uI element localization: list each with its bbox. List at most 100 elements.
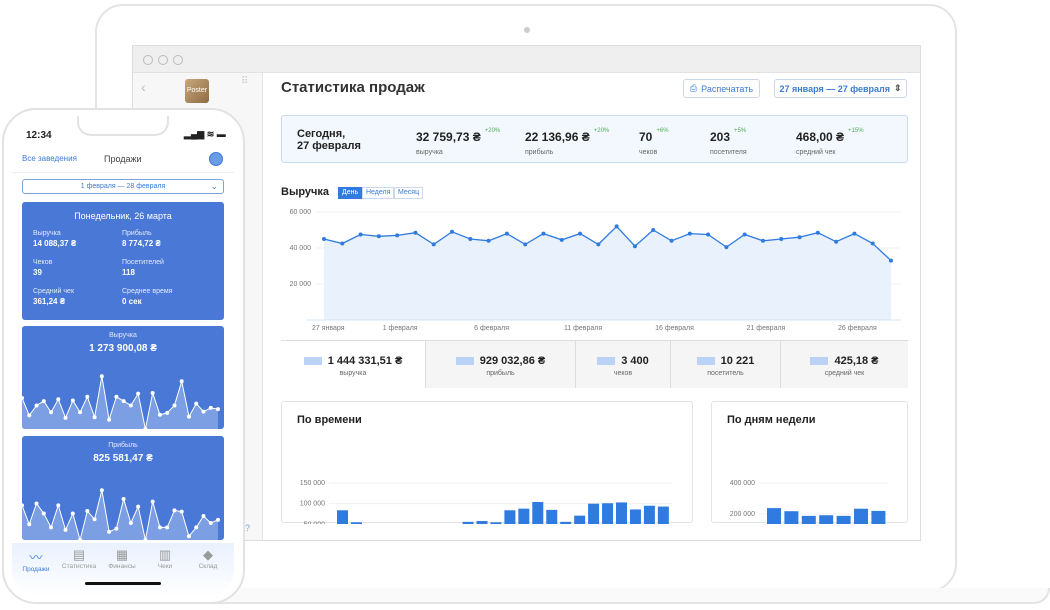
back-icon[interactable]: ‹	[141, 79, 146, 95]
period-day-tab[interactable]: День	[338, 187, 363, 199]
sparkline-point	[172, 403, 177, 408]
total-label: чеков	[613, 370, 633, 377]
total-value: 929 032,86 ₴	[479, 355, 546, 367]
period-week-tab[interactable]: Неделя	[362, 187, 395, 199]
day-field: Чеков 39	[33, 259, 52, 277]
stat-change: +6%	[656, 128, 669, 134]
data-point	[395, 233, 400, 238]
tab-2[interactable]: ▦ Финансы	[102, 547, 142, 570]
sparkline-point	[70, 398, 75, 403]
total-label: средний чек	[824, 370, 865, 377]
sparkline-point	[70, 511, 75, 516]
sparkline-point	[56, 503, 61, 508]
data-point	[632, 244, 637, 249]
sparkline-point	[179, 379, 184, 384]
document-icon: ▤	[72, 547, 86, 562]
bar	[629, 509, 641, 524]
day-field: Средний чек 361,24 ₴	[33, 288, 74, 306]
sparkline-point	[27, 413, 32, 418]
profit-card-value: 825 581,47 ₴	[93, 453, 153, 464]
sparkline-point	[165, 525, 170, 530]
printer-icon: ⎙	[689, 83, 698, 93]
field-label: Выручка	[33, 230, 61, 237]
tab-1[interactable]: ▤ Статистика	[59, 547, 99, 570]
receipt-icon: ▥	[158, 547, 172, 562]
sparkline-point	[99, 488, 104, 493]
data-point	[413, 230, 418, 235]
sparkline-point	[22, 503, 24, 508]
sparkline-point	[208, 520, 213, 525]
total-2: 3 400 чеков	[575, 341, 670, 388]
close-window-button[interactable]	[143, 55, 153, 65]
data-point	[468, 237, 473, 241]
field-value: 8 774,72 ₴	[122, 239, 161, 248]
sparkline-point	[121, 399, 126, 404]
y-tick-label: 50 000	[304, 521, 326, 524]
bar	[350, 522, 362, 524]
today-stat: 32 759,73 ₴ +20% выручка	[416, 128, 500, 156]
bar	[801, 515, 816, 524]
zoom-window-button[interactable]	[173, 55, 183, 65]
titlebar	[133, 46, 920, 73]
sparkline-point	[85, 394, 90, 399]
tab-label: Финансы	[108, 563, 136, 570]
tab-4[interactable]: ◆ Склад	[188, 547, 228, 570]
mini-chart-icon	[303, 357, 322, 366]
sparkline-point	[34, 501, 39, 506]
app-window: ‹ Poster ⠿ ? Статистика продаж ⎙ Распечат…	[132, 45, 921, 541]
bar	[602, 503, 614, 524]
all-venues-link[interactable]: Все заведения	[22, 154, 77, 163]
data-point	[523, 242, 528, 247]
today-stat: 203 +5% посетителя	[710, 128, 747, 156]
sparkline-point	[107, 417, 112, 422]
total-3: 10 221 посетитель	[670, 341, 780, 388]
y-tick-label: 150 000	[300, 480, 325, 487]
bar	[476, 521, 488, 524]
field-value: 361,24 ₴	[33, 297, 66, 306]
help-icon[interactable]: ?	[245, 523, 251, 533]
data-point	[431, 242, 436, 247]
y-tick-label: 20 000	[290, 281, 312, 288]
print-button[interactable]: ⎙ Распечатать	[683, 79, 760, 98]
date-range-select[interactable]: 27 января — 27 февраля ⇕	[774, 79, 907, 98]
tab-3[interactable]: ▥ Чеки	[145, 547, 185, 570]
mobile-date-range-select[interactable]: 1 февраля — 28 февраля ⌄	[22, 179, 224, 194]
chart-line-icon: 〰	[29, 550, 43, 565]
sparkline-point	[41, 399, 46, 404]
sparkline-point	[114, 526, 119, 531]
sparkline-point	[179, 509, 184, 514]
sparkline-point	[157, 525, 162, 530]
tab-0[interactable]: 〰 Продажи	[16, 550, 56, 573]
stat-value: 203	[710, 130, 731, 144]
period-month-tab[interactable]: Месяц	[394, 187, 424, 199]
y-tick-label: 100 000	[300, 501, 325, 508]
stat-label: посетителя	[710, 149, 747, 156]
field-value: 14 088,37 ₴	[33, 239, 77, 248]
sparkline-point	[136, 504, 141, 509]
sparkline-point	[128, 520, 133, 525]
field-label: Средний чек	[33, 288, 75, 295]
profit-sparkline	[22, 488, 220, 540]
minimize-window-button[interactable]	[158, 55, 168, 65]
day-field: Посетителей 118	[122, 259, 164, 277]
avatar[interactable]	[209, 152, 223, 166]
data-point	[669, 238, 674, 243]
data-point	[815, 230, 820, 235]
apps-grid-icon[interactable]: ⠿	[241, 76, 248, 87]
sparkline-point	[92, 517, 97, 522]
bar	[871, 510, 886, 524]
sparkline-point	[27, 522, 32, 527]
bar	[490, 522, 502, 524]
data-point	[889, 258, 893, 263]
sparkline-line	[22, 490, 219, 540]
chevron-down-icon: ⌄	[210, 181, 218, 191]
sparkline-point	[136, 391, 141, 396]
camera	[524, 27, 530, 33]
bar	[337, 510, 348, 524]
today-stat: 468,00 ₴ +15% средний чек	[796, 128, 864, 156]
y-tick-label: 40 000	[290, 245, 312, 252]
